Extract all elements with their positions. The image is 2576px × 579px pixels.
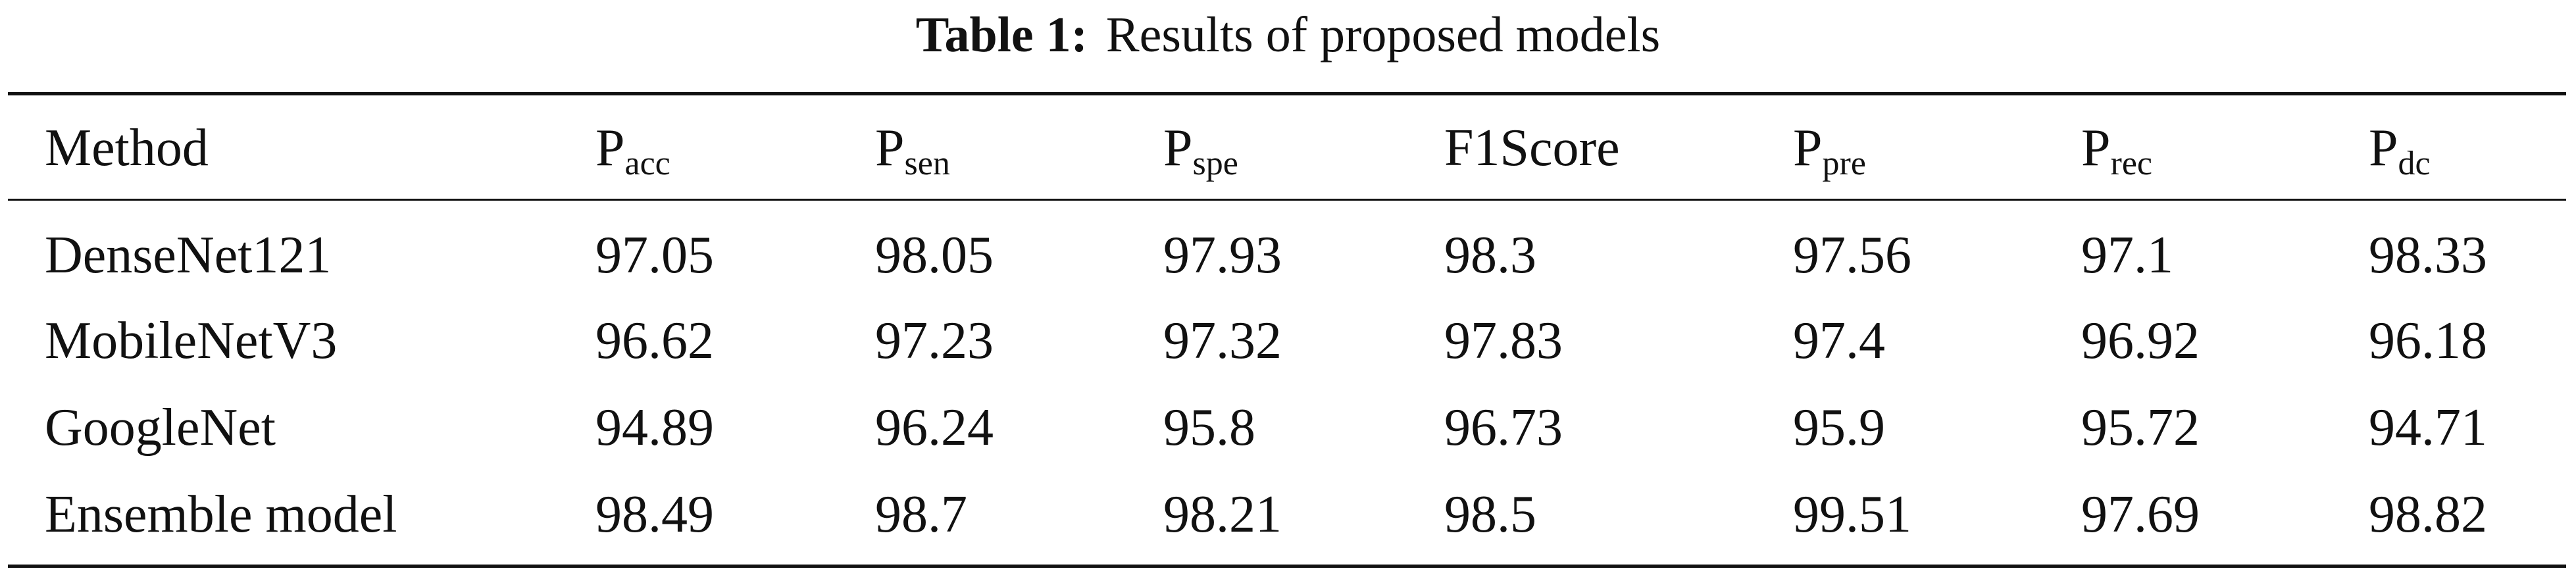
cell-value: 97.32 — [1163, 312, 1282, 370]
header-sub: pre — [1822, 145, 1866, 182]
cell-value: 94.89 — [595, 399, 714, 457]
cell-value: 98.21 — [1163, 486, 1282, 543]
cell-value: 97.4 — [1793, 312, 1885, 370]
top-rule — [8, 92, 2566, 95]
cell-value: 97.83 — [1444, 312, 1563, 370]
header-sub: sen — [904, 145, 950, 182]
cell-value: 96.73 — [1444, 399, 1563, 457]
header-main: P — [595, 119, 625, 177]
cell-value: 96.24 — [875, 399, 994, 457]
header-main: P — [1793, 119, 1823, 177]
row-label: Ensemble model — [45, 486, 397, 543]
header-sub: dc — [2398, 145, 2431, 182]
cell-value: 95.8 — [1163, 399, 1255, 457]
cell-value: 97.56 — [1793, 226, 1911, 284]
caption-label: Table 1: — [915, 7, 1088, 63]
cell-value: 98.5 — [1444, 486, 1536, 543]
header-main: P — [875, 119, 905, 177]
header-sub: spe — [1192, 145, 1238, 182]
cell-value: 97.69 — [2081, 486, 2200, 543]
row-label: DenseNet121 — [45, 226, 332, 284]
cell-value: 97.93 — [1163, 226, 1282, 284]
header-cell: Method — [45, 119, 209, 177]
cell-value: 97.1 — [2081, 226, 2173, 284]
caption: Table 1: Results of proposed models — [0, 5, 2576, 64]
header-sub: acc — [624, 145, 670, 182]
cell-value: 97.05 — [595, 226, 714, 284]
bottom-rule — [8, 565, 2566, 568]
row-label: MobileNetV3 — [45, 312, 338, 370]
header-rule — [8, 199, 2566, 201]
cell-value: 98.82 — [2369, 486, 2487, 543]
cell-value: 98.3 — [1444, 226, 1536, 284]
header-cell: Pdc — [2369, 115, 2431, 181]
header-cell: Pacc — [595, 115, 670, 181]
header-main: P — [2369, 119, 2398, 177]
cell-value: 98.33 — [2369, 226, 2487, 284]
cell-value: 97.23 — [875, 312, 994, 370]
header-cell: Prec — [2081, 115, 2152, 181]
cell-value: 94.71 — [2369, 399, 2487, 457]
cell-value: 99.51 — [1793, 486, 1911, 543]
cell-value: 96.18 — [2369, 312, 2487, 370]
header-main: P — [1163, 119, 1193, 177]
caption-title: Results of proposed models — [1105, 7, 1661, 63]
header-cell: Ppre — [1793, 115, 1866, 181]
header-cell: F1Score — [1444, 119, 1620, 177]
cell-value: 95.72 — [2081, 399, 2200, 457]
header-cell: Psen — [875, 115, 950, 181]
cell-value: 98.7 — [875, 486, 967, 543]
cell-value: 98.05 — [875, 226, 994, 284]
header-sub: rec — [2110, 145, 2152, 182]
cell-value: 96.92 — [2081, 312, 2200, 370]
header-main: P — [2081, 119, 2111, 177]
cell-value: 95.9 — [1793, 399, 1885, 457]
cell-value: 98.49 — [595, 486, 714, 543]
row-label: GoogleNet — [45, 399, 276, 457]
header-cell: Pspe — [1163, 115, 1238, 181]
cell-value: 96.62 — [595, 312, 714, 370]
